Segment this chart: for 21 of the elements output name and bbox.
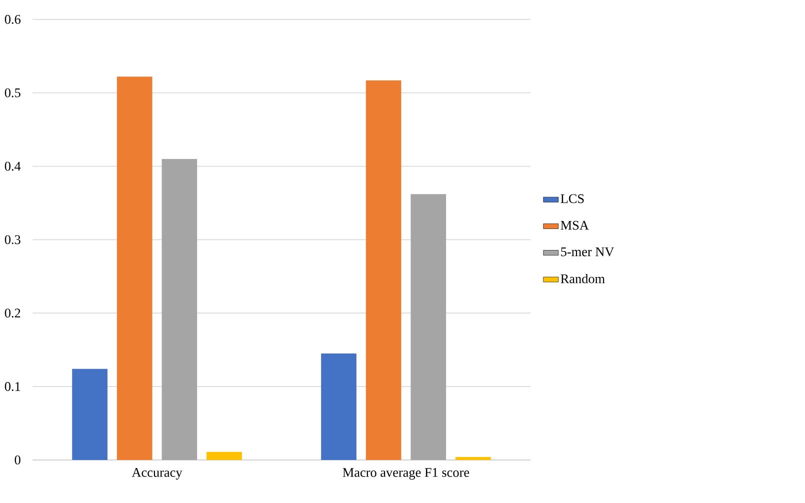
y-tick-label: 0.6 — [4, 14, 21, 24]
y-tick-label: 0.2 — [4, 308, 20, 318]
x-tick-label: Accuracy — [132, 468, 182, 480]
y-tick-label: 0.4 — [4, 162, 21, 171]
bar — [410, 194, 446, 460]
legend-label: 5-mer NV — [561, 247, 614, 256]
legend-label: LCS — [560, 194, 584, 204]
bar — [321, 353, 356, 460]
legend-label: MSA — [560, 220, 589, 230]
legend-label: Random — [560, 274, 605, 284]
bar — [206, 452, 242, 460]
bar — [116, 76, 152, 460]
y-tick-label: 0.1 — [4, 382, 20, 391]
bar — [366, 80, 402, 460]
y-tick-label: 0 — [14, 455, 20, 464]
y-tick-label: 0.5 — [4, 88, 20, 98]
bar — [456, 456, 491, 460]
x-tick-label: Macro average F1 score — [342, 468, 470, 480]
bar — [162, 158, 198, 460]
bar — [72, 368, 108, 460]
y-tick-label: 0.3 — [4, 235, 20, 244]
